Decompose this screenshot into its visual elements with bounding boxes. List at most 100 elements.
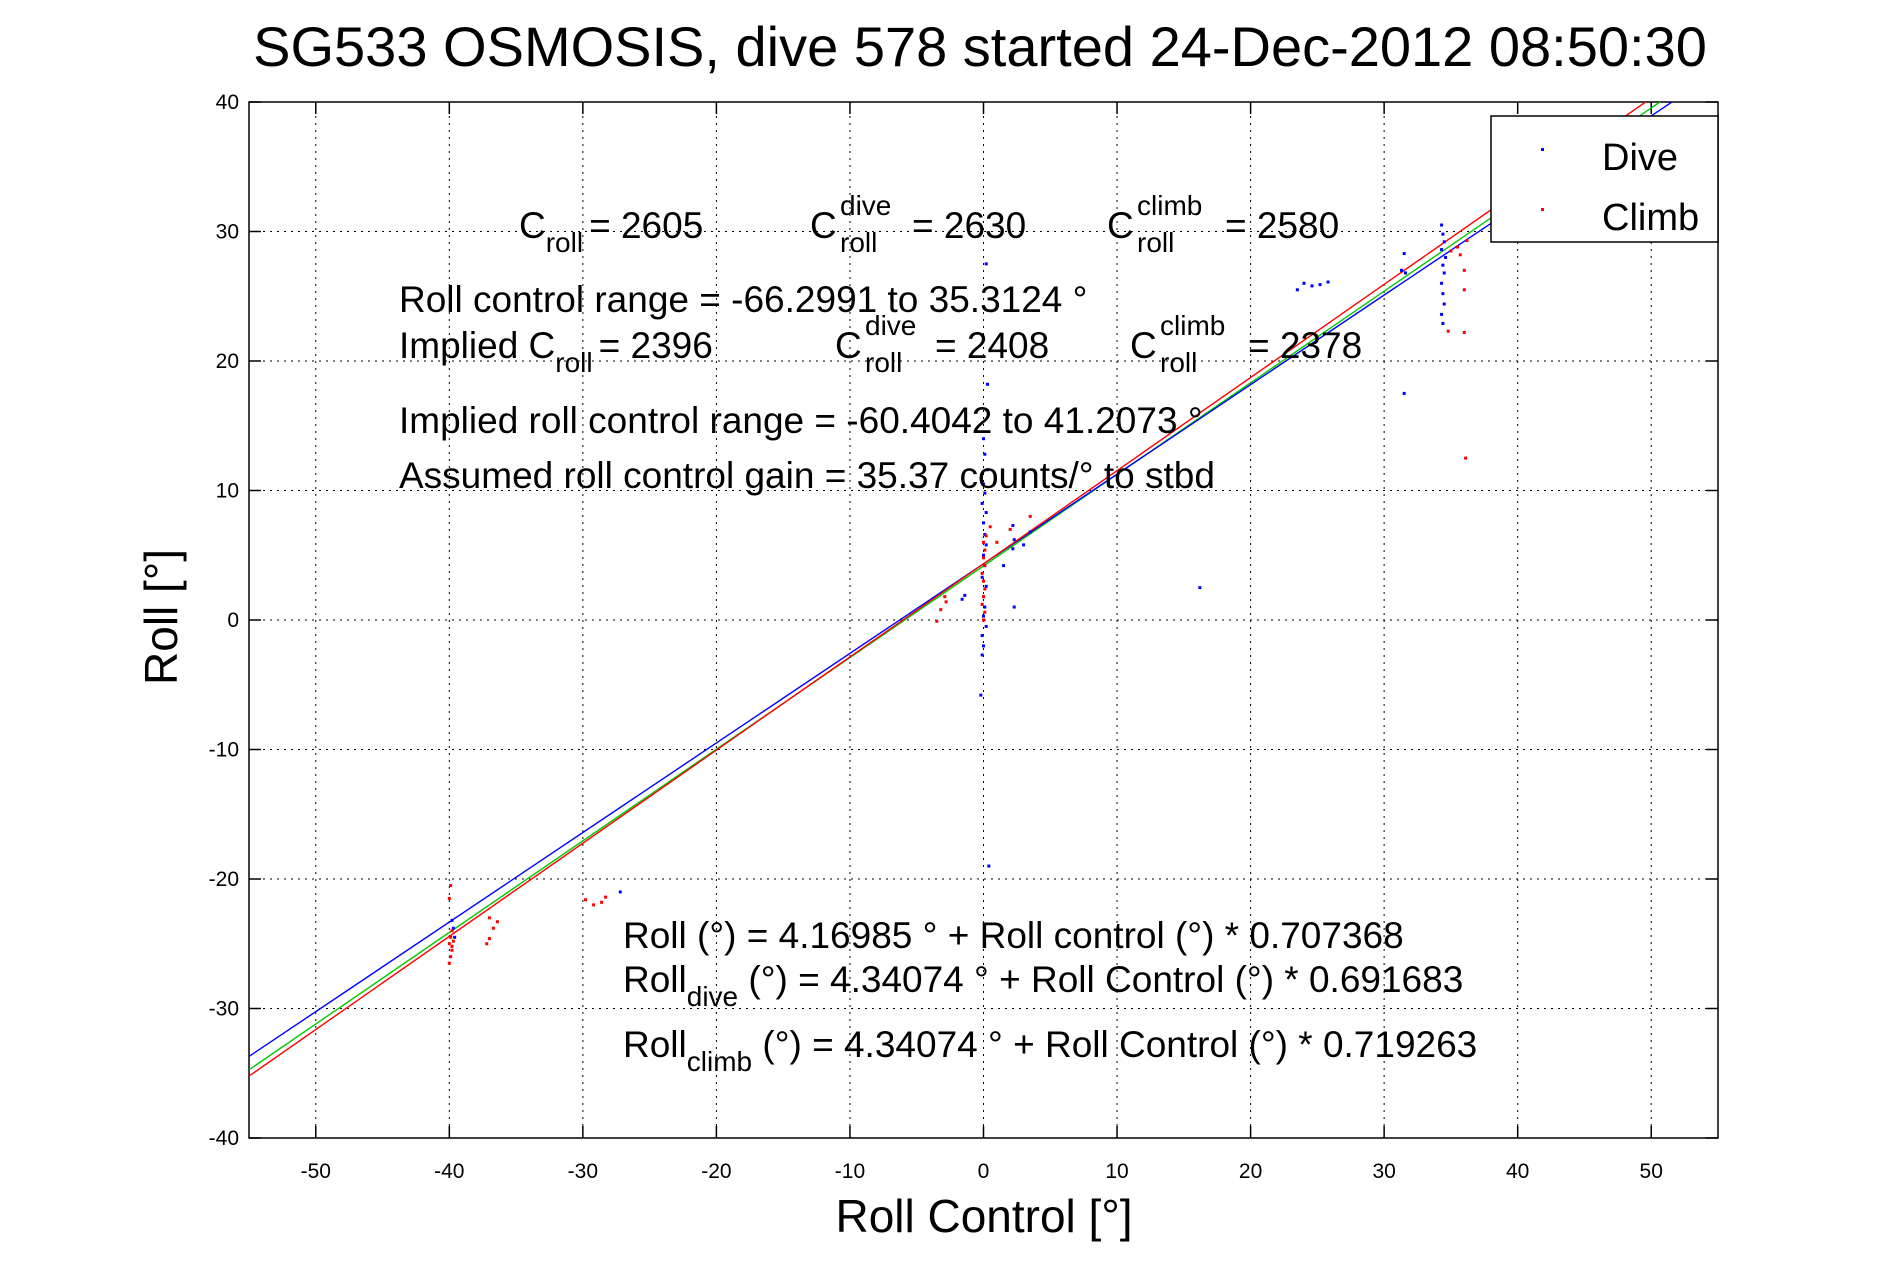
point-dive [451, 926, 455, 930]
equation-dive: Rolldive (°) = 4.34074 ° + Roll Control … [623, 959, 1463, 1012]
y-tick-label: -20 [209, 868, 239, 891]
point-dive [1002, 564, 1006, 568]
point-dive [1011, 547, 1015, 551]
point-dive [1404, 271, 1408, 275]
c-climb-text: C [1107, 205, 1134, 246]
point-climb [980, 571, 984, 575]
c-roll-text: Croll = 2605 [519, 205, 703, 258]
implied-c-climb-value: = 2378 [1248, 325, 1362, 366]
point-dive [1442, 271, 1446, 275]
point-dive [980, 634, 984, 638]
legend-marker-dive [1541, 148, 1544, 151]
point-dive [986, 468, 990, 472]
point-climb [983, 587, 987, 591]
point-climb [983, 564, 987, 568]
point-climb [943, 595, 947, 599]
point-dive [450, 918, 454, 922]
point-climb [982, 556, 985, 560]
point-dive [1011, 523, 1015, 527]
point-climb [984, 534, 988, 538]
point-dive [1326, 280, 1330, 284]
y-tick-label: 10 [216, 480, 239, 503]
point-dive [984, 511, 988, 515]
point-dive [1310, 284, 1314, 288]
x-tick-label: -20 [701, 1160, 731, 1183]
point-climb [592, 903, 596, 907]
y-tick-label: -40 [209, 1127, 239, 1150]
point-dive [982, 521, 985, 525]
x-tick-label: 0 [978, 1160, 990, 1183]
legend-marker-climb [1541, 208, 1544, 211]
implied-range-text: Implied roll control range = -60.4042 to… [399, 400, 1203, 441]
point-climb [450, 944, 454, 948]
legend: Dive Climb [1490, 115, 1719, 243]
point-climb [995, 540, 999, 544]
point-dive [984, 262, 988, 266]
point-climb [1458, 253, 1462, 257]
implied-c-climb-sub: roll [1160, 347, 1197, 378]
point-dive [982, 553, 985, 557]
point-dive [983, 491, 987, 495]
point-climb [1465, 239, 1469, 243]
point-dive [980, 575, 984, 579]
point-dive [1441, 263, 1445, 267]
point-dive [982, 614, 985, 618]
point-climb [449, 955, 453, 959]
c-dive-sub: roll [840, 227, 877, 258]
point-dive [960, 597, 964, 601]
point-climb [982, 618, 985, 622]
point-dive [1402, 252, 1406, 256]
implied-c-dive-value: = 2408 [935, 325, 1049, 366]
point-dive [1440, 312, 1444, 316]
point-dive [983, 452, 987, 456]
point-climb [450, 929, 454, 933]
point-dive [982, 644, 985, 648]
point-dive [1440, 281, 1444, 285]
point-climb [1462, 288, 1466, 292]
point-dive [963, 593, 967, 597]
point-dive [1318, 283, 1322, 287]
point-climb [982, 579, 985, 583]
point-dive [1442, 302, 1446, 306]
implied-c-dive-sup: dive [865, 310, 916, 341]
y-tick-label: 20 [216, 350, 239, 373]
point-climb [1028, 514, 1032, 518]
chart-title: SG533 OSMOSIS, dive 578 started 24-Dec-2… [253, 15, 1707, 78]
point-dive [1441, 321, 1445, 325]
point-climb [1464, 456, 1468, 460]
legend-label-dive: Dive [1602, 137, 1678, 179]
point-dive [980, 653, 984, 657]
c-climb-sub: roll [1137, 227, 1174, 258]
point-dive [1440, 248, 1444, 252]
x-tick-label: -30 [568, 1160, 598, 1183]
point-climb [983, 610, 987, 614]
point-climb [1449, 249, 1453, 253]
point-climb [447, 896, 451, 900]
point-climb [983, 548, 987, 552]
legend-label-climb: Climb [1602, 197, 1699, 239]
x-tick-label: 40 [1506, 1160, 1529, 1183]
x-tick-label: -50 [301, 1160, 331, 1183]
point-dive [984, 543, 988, 547]
point-dive [1028, 530, 1032, 534]
point-climb [449, 883, 453, 887]
point-climb [447, 942, 451, 946]
axis-ticks: -50 -40 -30 -20 -10 0 10 20 30 40 50 -40 -30 -20 -10 0 1… [209, 91, 1718, 1183]
gain-text: Assumed roll control gain = 35.37 counts… [399, 455, 1215, 496]
x-tick-label: -10 [835, 1160, 865, 1183]
point-climb [491, 926, 495, 930]
point-climb [1462, 268, 1466, 272]
x-axis-label: Roll Control [°] [835, 1190, 1132, 1242]
c-climb-sup: climb [1137, 190, 1202, 221]
implied-c-dive-sub: roll [865, 347, 902, 378]
point-climb [939, 608, 943, 612]
point-dive [986, 382, 990, 386]
c-dive-value: = 2630 [912, 205, 1026, 246]
point-dive [1012, 605, 1016, 609]
point-climb [485, 942, 489, 946]
implied-c-climb-sup: climb [1160, 310, 1225, 341]
point-dive [982, 437, 985, 441]
x-tick-label: 50 [1640, 1160, 1663, 1183]
data-points [447, 223, 1469, 965]
